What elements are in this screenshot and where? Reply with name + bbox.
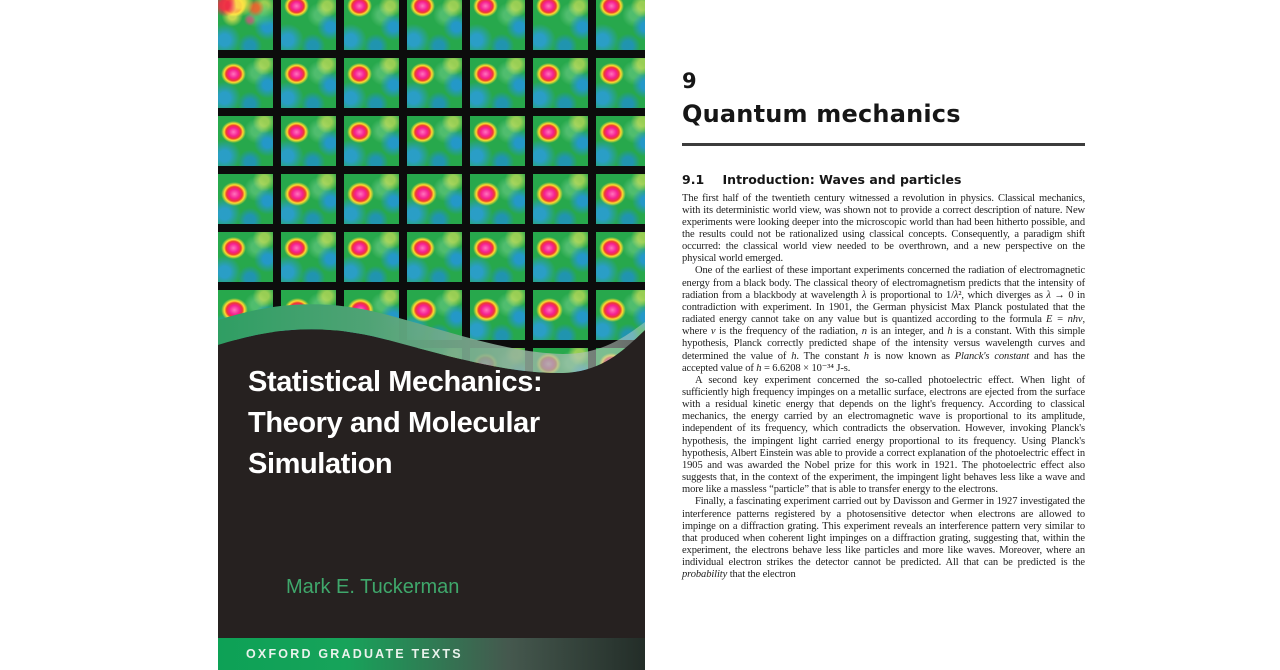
text-run: = 6.6208 × 10⁻³⁴ J-s.: [761, 362, 851, 374]
italic-text: h: [863, 350, 869, 362]
italic-text: h: [756, 362, 762, 374]
microscopy-cell: [533, 116, 588, 166]
text-run: is the frequency of the radiation,: [715, 326, 862, 338]
microscopy-cell: [281, 58, 336, 108]
microscopy-cell: [344, 58, 399, 108]
italic-text: Planck's constant: [954, 350, 1030, 362]
series-banner-label: OXFORD GRADUATE TEXTS: [246, 647, 463, 661]
microscopy-cell: [470, 0, 525, 50]
chapter-title: Quantum mechanics: [682, 100, 961, 128]
microscopy-cell: [218, 232, 273, 282]
text-run: Finally, a fascinating experiment carrie…: [682, 496, 1085, 569]
book-page: 9 Quantum mechanics 9.1 Introduction: Wa…: [682, 0, 1085, 582]
italic-text: λ: [861, 289, 867, 301]
microscopy-cell: [596, 232, 645, 282]
text-run: . The constant: [796, 350, 864, 362]
body-paragraphs: The first half of the twentieth century …: [682, 193, 1085, 582]
cover-bottom-panel: [218, 384, 645, 670]
microscopy-cell: [218, 58, 273, 108]
microscopy-cell: [281, 0, 336, 50]
microscopy-cell: [470, 116, 525, 166]
text-run: and has the accepted value of: [682, 350, 1085, 374]
wave-dark-shape: [218, 329, 645, 388]
series-banner: OXFORD GRADUATE TEXTS: [218, 638, 645, 670]
book-title-line: Statistical Mechanics:: [248, 366, 543, 398]
microscopy-cell: [281, 174, 336, 224]
microscopy-cell: [218, 0, 273, 50]
microscopy-cell: [596, 116, 645, 166]
text-run: , where: [682, 314, 1085, 338]
text-run: The first half of the twentieth century …: [682, 192, 1085, 265]
microscopy-cell: [470, 58, 525, 108]
microscopy-cell: [596, 174, 645, 224]
italic-text: h: [947, 326, 953, 338]
text-run: is a constant. With this simple hypothes…: [682, 326, 1085, 362]
book-title: Statistical Mechanics: Theory and Molecu…: [248, 362, 543, 485]
chapter-number: 9: [682, 69, 697, 93]
italic-text: n: [861, 326, 867, 338]
paragraph: The first half of the twentieth century …: [682, 193, 1085, 266]
book-title-line: Simulation: [248, 448, 393, 480]
microscopy-cell: [407, 58, 462, 108]
microscopy-cell: [596, 0, 645, 50]
microscopy-cell: [470, 232, 525, 282]
text-run: → 0 in contradiction with experiment. In…: [682, 289, 1085, 326]
microscopy-cell: [407, 0, 462, 50]
italic-text: h: [791, 350, 797, 362]
microscopy-cell: [533, 232, 588, 282]
text-run: is an integer, and: [866, 326, 948, 338]
microscopy-cell: [344, 0, 399, 50]
microscopy-cell: [281, 116, 336, 166]
italic-text: ν: [710, 326, 716, 338]
book-title-line: Theory and Molecular: [248, 407, 540, 439]
microscopy-cell: [218, 174, 273, 224]
italic-text: λ: [953, 289, 959, 301]
divider-rule: [682, 143, 1085, 146]
italic-text: E = nhν: [1046, 314, 1083, 326]
microscopy-cell: [470, 174, 525, 224]
italic-text: λ: [1046, 289, 1051, 301]
paragraph: Finally, a fascinating experiment carrie…: [682, 496, 1085, 581]
text-run: ², which diverges as: [958, 289, 1047, 301]
wave-band-shape: [218, 304, 645, 374]
microscopy-cell: [470, 290, 525, 340]
text-run: is proportional to 1/: [866, 289, 954, 301]
microscopy-cell: [344, 174, 399, 224]
microscopy-cell: [281, 232, 336, 282]
paragraph: One of the earliest of these important e…: [682, 265, 1085, 374]
paragraph: A second key experiment concerned the so…: [682, 375, 1085, 497]
microscopy-cell: [533, 290, 588, 340]
italic-text: probability: [682, 569, 728, 581]
microscopy-cell: [533, 58, 588, 108]
microscopy-cell: [533, 174, 588, 224]
microscopy-cell: [218, 116, 273, 166]
text-run: that the electron: [727, 569, 796, 581]
microscopy-cell: [344, 116, 399, 166]
text-run: One of the earliest of these important e…: [682, 265, 1085, 301]
text-run: is now known as: [868, 350, 955, 362]
text-run: A second key experiment concerned the so…: [682, 374, 1085, 496]
microscopy-cell: [533, 0, 588, 50]
wave-decoration: [218, 304, 645, 388]
microscopy-cell: [407, 116, 462, 166]
microscopy-cell: [344, 232, 399, 282]
microscopy-cell: [407, 174, 462, 224]
microscopy-cell: [407, 232, 462, 282]
book-cover: Statistical Mechanics: Theory and Molecu…: [218, 0, 645, 670]
microscopy-cell: [596, 58, 645, 108]
section-title: Introduction: Waves and particles: [722, 171, 962, 187]
section-heading: 9.1 Introduction: Waves and particles: [682, 172, 1085, 187]
section-number: 9.1: [682, 171, 705, 187]
book-author: Mark E. Tuckerman: [286, 576, 460, 598]
